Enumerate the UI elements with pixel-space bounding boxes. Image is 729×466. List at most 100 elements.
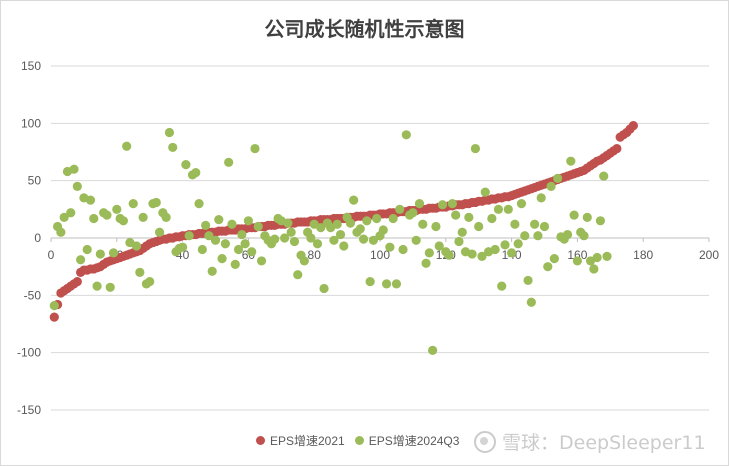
eps-2024q3-point: [145, 276, 155, 287]
eps-2024q3-point: [105, 282, 115, 292]
eps-2024q3-point: [507, 248, 517, 258]
eps-2024q3-point: [437, 200, 448, 210]
eps-2024q3-point: [516, 199, 527, 209]
eps-2024q3-point: [201, 220, 211, 230]
eps-2024q3-point: [480, 187, 490, 197]
eps-2024q3-point: [329, 235, 339, 245]
eps-2024q3-point: [128, 199, 138, 209]
eps-2024q3-point: [470, 143, 481, 154]
eps-2024q3-point: [76, 255, 86, 265]
eps-2024q3-point: [451, 210, 461, 220]
eps-2024q3-point: [168, 142, 178, 153]
eps-2024q3-point: [210, 235, 221, 245]
eps-2024q3-point: [270, 234, 280, 244]
eps-2024q3-point: [72, 181, 82, 191]
eps-2024q3-point: [279, 233, 290, 243]
y-tick-label: 150: [21, 59, 41, 73]
eps-2024q3-point: [256, 256, 267, 266]
eps-2024q3-point: [345, 218, 355, 228]
eps-2024q3-point: [447, 199, 457, 209]
eps-2024q3-point: [372, 213, 382, 224]
eps-2024q3-point: [312, 239, 323, 249]
eps-2024q3-point: [503, 204, 513, 214]
eps-2024q3-point: [546, 181, 556, 191]
eps-2024q3-point: [513, 239, 523, 249]
eps-2024q3-point: [569, 210, 579, 220]
eps-2021-point: [72, 276, 82, 287]
eps-2024q3-point: [135, 267, 145, 277]
eps-2024q3-point: [299, 256, 309, 266]
eps-2024q3-point: [362, 216, 372, 226]
eps-2024q3-point: [401, 130, 411, 140]
eps-2024q3-point: [398, 244, 408, 255]
series-layer: [49, 121, 638, 355]
eps-2024q3-point: [283, 218, 293, 228]
eps-2024q3-point: [526, 297, 536, 307]
eps-2024q3-point: [59, 212, 69, 222]
eps-2024q3-point: [418, 219, 428, 229]
eps-2024q3-point: [487, 213, 497, 224]
x-tick-label: 80: [308, 248, 322, 262]
legend-item-2024q3: EPS增速2024Q3: [354, 432, 459, 449]
y-tick-label: -100: [17, 346, 41, 360]
eps-2024q3-point: [467, 249, 477, 259]
eps-2024q3-point: [230, 259, 240, 269]
eps-2024q3-point: [233, 244, 244, 255]
eps-2024q3-point: [589, 264, 599, 274]
eps-2024q3-point: [227, 219, 237, 229]
eps-2024q3-point: [289, 236, 300, 247]
watermark: 雪球：DeepSleeper11: [474, 428, 706, 455]
x-tick-label: 200: [699, 248, 719, 262]
eps-2024q3-point: [411, 235, 421, 245]
chart-title: 公司成长随机性示意图: [264, 17, 465, 41]
eps-2024q3-point: [510, 219, 520, 229]
eps-2024q3-point: [358, 234, 369, 244]
eps-2024q3-point: [184, 231, 194, 241]
y-tick-label: -50: [24, 288, 42, 302]
eps-2024q3-point: [243, 216, 253, 226]
y-tick-label: -150: [17, 403, 41, 417]
eps-2024q3-point: [421, 258, 431, 268]
series-0: [49, 121, 638, 322]
eps-2024q3-point: [339, 241, 349, 251]
gridlines: [51, 65, 709, 411]
eps-2024q3-point: [122, 141, 132, 151]
eps-2024q3-point: [306, 233, 316, 243]
eps-2024q3-point: [444, 250, 454, 260]
eps-2024q3-point: [164, 127, 175, 138]
eps-2024q3-point: [118, 216, 128, 226]
eps-2024q3-point: [355, 224, 365, 234]
eps-2024q3-point: [220, 239, 230, 249]
eps-2024q3-point: [388, 213, 398, 224]
eps-2024q3-point: [378, 225, 388, 235]
eps-2024q3-point: [95, 249, 105, 259]
eps-2024q3-point: [368, 235, 379, 245]
eps-2024q3-point: [253, 221, 263, 232]
eps-2024q3-point: [319, 283, 329, 294]
legend-label-2021: EPS增速2021: [270, 434, 345, 448]
eps-2024q3-point: [464, 212, 474, 222]
eps-2024q3-point: [332, 219, 342, 229]
eps-2024q3-point: [131, 241, 142, 251]
eps-2024q3-point: [530, 219, 540, 229]
eps-2024q3-point: [474, 221, 484, 232]
eps-2021-point: [628, 121, 638, 131]
series-1: [49, 127, 612, 355]
eps-2024q3-point: [533, 231, 543, 241]
eps-2024q3-point: [414, 199, 425, 209]
eps-2024q3-point: [85, 195, 96, 205]
eps-2024q3-point: [434, 241, 444, 251]
eps-2021-point: [612, 143, 622, 154]
eps-2024q3-point: [102, 210, 112, 220]
eps-2024q3-point: [500, 240, 510, 250]
x-tick-label: 0: [48, 248, 55, 262]
eps-2024q3-point: [237, 229, 247, 240]
x-tick-label: 160: [567, 248, 587, 262]
eps-2024q3-point: [247, 247, 257, 257]
eps-2024q3-point: [178, 242, 188, 252]
eps-2024q3-point: [595, 216, 606, 226]
eps-2024q3-point: [194, 199, 204, 209]
legend-swatch-2021: [256, 436, 265, 445]
eps-2024q3-point: [553, 173, 563, 183]
